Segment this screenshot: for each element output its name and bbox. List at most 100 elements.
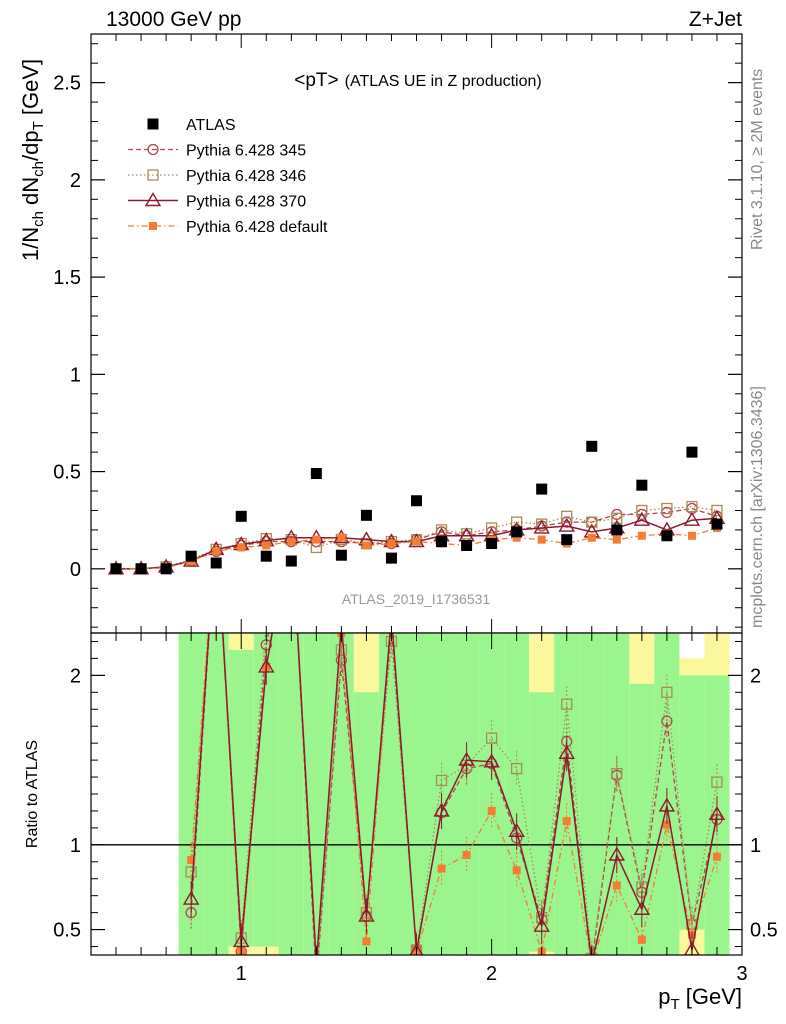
data-point [212,547,221,556]
y-axis-label-subscript: T [30,121,47,130]
legend-entry: Pythia 6.428 370 [128,192,306,211]
ratio-point [711,776,723,788]
data-point [235,510,247,522]
ratio-point [286,518,296,528]
analysis-watermark: ATLAS_2019_I1736531 [342,591,491,607]
data-point [485,522,498,534]
y-axis-label-part: dN [18,177,43,211]
ratio-y-tick-label: 2 [70,665,81,687]
data-point [587,533,596,542]
ratio-line [190,633,718,955]
chart-title: <pT> (ATLAS UE in Z production) [294,70,541,91]
x-tick-label: 2 [486,963,497,985]
y-axis-label-subscript: ch [30,161,47,177]
data-point [683,511,701,526]
legend-entry: Pythia 6.428 345 [128,143,306,160]
data-point [160,563,172,575]
ratio-point [311,975,321,985]
ratio-series-p370 [182,516,726,955]
y-tick-label: 0 [70,559,81,581]
band-inner [579,633,605,955]
ratio-point [212,519,220,527]
ratio-point [511,762,523,775]
data-point [262,541,271,550]
ratio-y-tick-label-right: 0.5 [750,920,778,942]
collision-label: 13000 GeV pp [106,8,241,31]
legend-label: ATLAS [186,117,236,134]
main-panel: 0 0.5 1 1.5 2 2.5 <pT> (ATLAS UE in Z productio… [18,33,743,634]
legend: ATLAS Pythia 6.428 345 Pythia 6.428 346 Pyt… [128,117,328,236]
ratio-point [485,732,498,744]
ratio-point [287,519,295,527]
ratio-panel: 0.5 0.5 1 1 2 2 1 2 3 Ratio to ATLAS pT [GeV] [24,516,778,1013]
ratio-point [312,963,320,971]
ratio-y-tick-label: 0.5 [53,920,81,942]
data-point [558,517,575,532]
data-point [661,530,673,542]
data-point [637,531,646,540]
ratio-y-tick-label-right: 2 [750,665,761,687]
ratio-point [211,518,221,528]
band-inner [378,633,404,955]
data-point [537,535,546,544]
y-tick-label: 1.5 [53,267,81,289]
band-inner [554,633,580,955]
data-point [711,518,723,530]
ratio-point [708,805,726,821]
ratio-point [358,907,375,922]
legend-entry: Pythia 6.428 346 [128,168,306,185]
ratio-line [190,633,718,955]
y-tick-label: 0.5 [53,462,81,484]
ratio-point [384,609,398,621]
ratio-point [437,864,446,873]
legend-entry: Pythia 6.428 default [128,219,328,236]
ratio-line [190,633,718,955]
y-axis-label-part: 1/N [18,227,43,261]
ratio-point [458,751,475,766]
ratio-point [633,900,651,915]
ratio-point [587,958,597,968]
ratio-point [211,518,221,528]
ratio-point [661,715,673,727]
ratio-point [286,518,296,528]
ratio-point [387,612,395,620]
ratio-point [712,852,721,861]
legend-marker [147,169,159,181]
legend-label: Pythia 6.428 370 [186,194,306,211]
data-point [110,563,122,575]
band-inner [679,675,705,930]
data-point [561,510,573,522]
data-point [636,479,648,491]
data-point [260,550,272,562]
data-point [561,516,573,528]
data-point [661,502,673,515]
ratio-point [637,935,646,944]
band-inner [504,633,530,955]
ratio-point [182,890,200,905]
ratio-point [512,866,521,875]
ratio-point [409,943,424,955]
ratio-point [658,797,676,812]
x-tick-label: 1 [236,963,247,985]
ratio-point [284,516,298,528]
legend-label: Pythia 6.428 346 [186,168,306,185]
data-point [337,533,346,542]
data-point [287,537,296,546]
chart-subtitle: (ATLAS UE in Z production) [345,73,542,90]
data-point [686,500,698,513]
data-point [135,563,147,575]
ratio-point [462,851,471,860]
y-tick-label: 2 [70,170,81,192]
band-inner [454,633,480,955]
ratio-point [611,768,623,780]
data-point [512,533,521,542]
band-inner [253,633,279,947]
data-point [536,518,548,530]
chart-title-main: <pT> [294,70,338,91]
data-point [360,509,372,521]
rivet-label: Rivet 3.1.10, ≥ 2M events [749,69,766,250]
y-axis-label-part: [GeV] [18,59,43,121]
ratio-point [612,881,621,890]
legend-marker [147,118,159,130]
